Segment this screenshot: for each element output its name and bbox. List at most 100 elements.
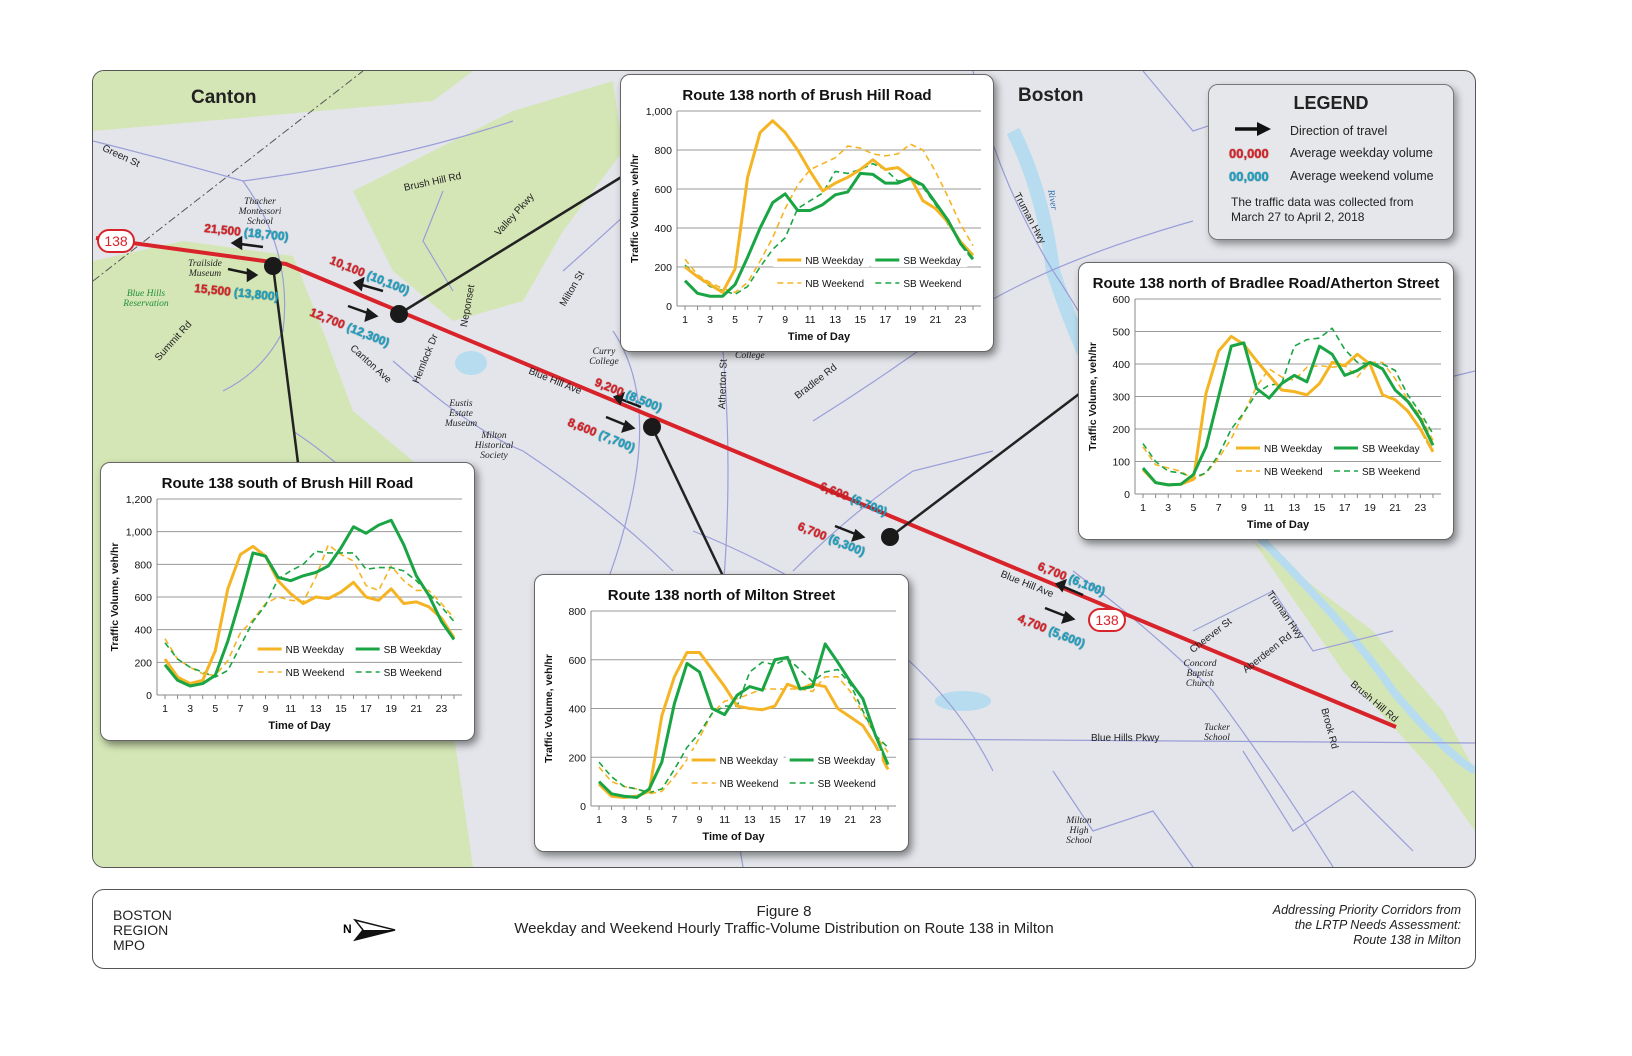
- x-tick-label: 15: [769, 814, 781, 826]
- x-tick-label: 13: [744, 814, 756, 826]
- x-axis-label: Time of Day: [788, 331, 851, 343]
- legend-bg: [1231, 439, 1328, 455]
- legend-label: NB Weekday: [286, 645, 344, 656]
- legend-entry: NB Weekday: [687, 751, 784, 767]
- x-tick-label: 19: [1364, 502, 1376, 514]
- series-line-sb-weekday: [597, 642, 890, 799]
- north-arrow-letter: N: [343, 922, 352, 936]
- study-line: the LRTP Needs Assessment:: [1294, 918, 1461, 932]
- direction-arrows: [227, 235, 1084, 624]
- count-location-dot[interactable]: [643, 418, 661, 436]
- y-tick-label: 800: [568, 606, 586, 618]
- x-tick-label: 21: [1389, 502, 1401, 514]
- legend-label: NB Weekend: [286, 668, 345, 679]
- x-tick-label: 21: [410, 703, 422, 715]
- y-tick-label: 800: [654, 145, 672, 157]
- org-line: BOSTON: [113, 907, 172, 923]
- legend-entry: NB Weekend: [1231, 462, 1328, 478]
- x-tick-label: 3: [621, 814, 627, 826]
- legend-bg: [1329, 439, 1426, 455]
- x-tick-label: 3: [1165, 502, 1171, 514]
- line-chart: Route 138 south of Brush Hill Road 0 200 40…: [109, 475, 462, 732]
- legend-label: SB Weekday: [384, 645, 442, 656]
- legend-entry: NB Weekend: [253, 663, 350, 679]
- x-tick-label: 9: [1241, 502, 1247, 514]
- chart-south-of-brush-hill: Route 138 south of Brush Hill Road 0 200 40…: [100, 462, 475, 741]
- y-tick-label: 200: [568, 752, 586, 764]
- count-location-dot[interactable]: [881, 528, 899, 546]
- y-tick-label: 300: [1112, 392, 1130, 404]
- legend-weekend-sample: 00,000: [1229, 169, 1269, 184]
- count-location-dot[interactable]: [390, 305, 408, 323]
- callout-lines: [271, 174, 1084, 577]
- x-tick-label: 19: [905, 314, 917, 326]
- study-title: Addressing Priority Corridors from the L…: [1273, 903, 1461, 948]
- x-tick-label: 15: [854, 314, 866, 326]
- legend-label: NB Weekend: [720, 779, 779, 790]
- x-tick-label: 11: [285, 703, 296, 715]
- street-label: Atherton St: [717, 358, 730, 410]
- legend-label: NB Weekend: [1264, 467, 1323, 478]
- y-tick-label: 0: [1124, 489, 1130, 501]
- y-tick-label: 200: [1112, 424, 1130, 436]
- place-label: Thacher Montessori School: [238, 197, 282, 227]
- x-tick-label: 5: [1191, 502, 1197, 514]
- x-tick-label: 3: [187, 703, 193, 715]
- legend-bg: [871, 274, 968, 290]
- x-tick-label: 7: [671, 814, 677, 826]
- route-138-shield: 138: [97, 229, 135, 253]
- x-tick-label: 1: [682, 314, 688, 326]
- park-area: [1253, 541, 1475, 831]
- x-tick-label: 9: [263, 703, 269, 715]
- series-line-sb-weekend: [1142, 327, 1434, 479]
- x-tick-label: 1: [596, 814, 602, 826]
- x-tick-label: 21: [844, 814, 856, 826]
- chart-north-of-milton-st: Route 138 north of Milton Street 0 200 400 6…: [534, 574, 909, 852]
- legend-label: SB Weekday: [903, 256, 961, 267]
- series-line-sb-weekend: [164, 550, 455, 678]
- chart-north-of-bradlee: Route 138 north of Bradlee Road/Atherton…: [1078, 262, 1454, 540]
- count-location-dot[interactable]: [264, 257, 282, 275]
- y-tick-label: 200: [134, 657, 152, 669]
- pond: [935, 691, 991, 711]
- line-chart: Route 138 north of Bradlee Road/Atherton…: [1087, 275, 1441, 531]
- legend-bg: [1231, 462, 1328, 478]
- legend-bg: [773, 274, 870, 290]
- mpo-logo-text: BOSTON REGION MPO: [113, 908, 172, 953]
- x-tick-label: 7: [1216, 502, 1222, 514]
- y-tick-label: 1,000: [646, 106, 672, 118]
- legend-entry: SB Weekday: [871, 251, 968, 267]
- x-tick-label: 1: [1140, 502, 1146, 514]
- town-boundary: [93, 71, 364, 282]
- y-tick-label: 800: [134, 559, 152, 571]
- legend-bg: [687, 774, 784, 790]
- legend-bg: [1329, 462, 1426, 478]
- y-axis-label: Traffic Volume, veh/hr: [629, 154, 641, 263]
- place-label: Curry College: [589, 347, 619, 367]
- x-tick-label: 3: [707, 314, 713, 326]
- y-tick-label: 100: [1112, 457, 1130, 469]
- y-tick-label: 600: [1112, 294, 1130, 306]
- legend-entry: SB Weekend: [785, 774, 882, 790]
- chart-north-of-brush-hill: Route 138 north of Brush Hill Road 0 200 40…: [620, 74, 994, 352]
- series-line-nb-weekend: [684, 143, 974, 294]
- legend-label: SB Weekday: [818, 756, 876, 767]
- legend-note: The traffic data was collected from Marc…: [1231, 195, 1414, 224]
- x-tick-label: 19: [819, 814, 831, 826]
- x-tick-label: 1: [162, 703, 168, 715]
- legend-bg: [785, 774, 882, 790]
- x-tick-label: 17: [360, 703, 372, 715]
- series-line-nb-weekday: [684, 119, 975, 294]
- water-body: [1250, 528, 1475, 775]
- direction-arrow-icon: [1235, 122, 1271, 136]
- series-line-nb-weekday: [1141, 334, 1435, 487]
- x-tick-label: 11: [805, 314, 816, 326]
- legend-label: SB Weekday: [1362, 444, 1420, 455]
- study-line: Route 138 in Milton: [1353, 933, 1461, 947]
- x-tick-label: 23: [870, 814, 882, 826]
- line-chart: Route 138 north of Brush Hill Road 0 200 40…: [629, 87, 981, 343]
- y-tick-label: 400: [134, 625, 152, 637]
- legend-weekend: Average weekend volume: [1290, 169, 1434, 183]
- place-label: College: [735, 351, 765, 361]
- x-tick-label: 5: [646, 814, 652, 826]
